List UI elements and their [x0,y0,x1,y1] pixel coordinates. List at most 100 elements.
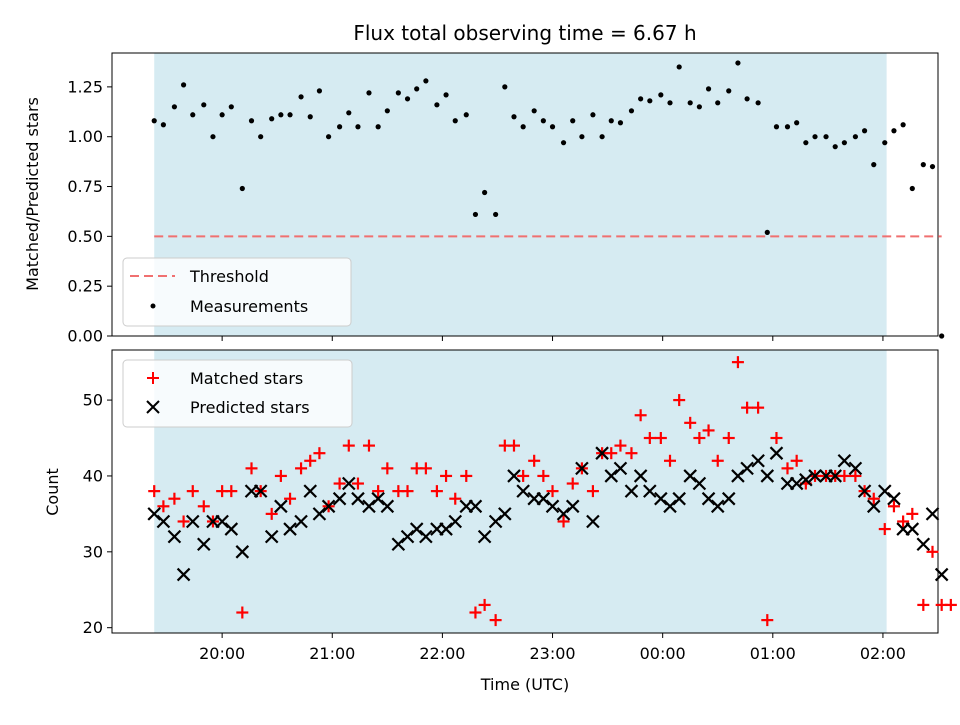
measurement-point [794,120,800,126]
measurement-point [696,104,702,110]
measurement-point [647,98,653,104]
y-tick-label: 30 [83,542,103,561]
measurement-point [861,128,868,134]
predicted-stars-point [185,514,200,529]
legend-predicted-swatch [146,400,160,414]
measurement-point [337,124,343,130]
measurement-point [366,90,372,96]
measurement-point [579,134,585,140]
matched-stars-point [684,416,697,429]
predicted-stars-point [848,461,863,476]
y-axis-label: Count [43,468,62,516]
predicted-stars-point [595,446,609,460]
predicted-stars-point [740,461,754,476]
predicted-stars-point [235,545,250,559]
matched-stars-point [186,485,199,498]
measurement-point [452,118,458,124]
measurement-point [667,100,673,106]
matched-stars-point [225,485,238,498]
measurement-point [248,118,255,124]
measurement-point [705,86,712,92]
measurement-point [628,108,635,114]
predicted-stars-point [934,567,949,582]
x-tick-label: 22:00 [419,644,465,663]
measurement-point [540,118,546,124]
matched-stars-point [752,401,765,414]
matched-stars-point [517,469,530,482]
legend-box [122,257,352,327]
legend-matched-label: Matched stars [190,369,303,388]
predicted-stars-point [312,507,327,521]
predicted-stars-point [624,484,639,498]
predicted-stars-point [196,537,211,552]
measurement-point [325,134,332,140]
measurement-point [171,104,178,110]
measurement-point [638,96,644,102]
matched-stars-point [351,477,364,490]
y-axis-label: Matched/Predicted stars [23,97,42,291]
measurement-point [715,100,721,106]
measurement-point [560,140,567,146]
measurement-point [773,124,780,130]
predicted-stars-point [516,484,530,498]
y-tick-label: 50 [83,391,103,410]
predicted-stars-point [264,529,279,544]
measurement-point [608,118,614,124]
legend-threshold-label: Threshold [189,267,269,286]
predicted-stars-point [613,461,628,476]
measurement-point [726,88,732,94]
predicted-stars-point [672,491,686,506]
measurement-point [316,88,323,94]
predicted-stars-point [586,514,600,529]
matched-stars-point [419,462,432,475]
legend-predicted-label: Predicted stars [190,398,310,417]
matched-stars-point [157,500,170,513]
matched-stars-point [643,432,656,445]
measurement-point [929,163,936,170]
measurement-point [219,112,225,118]
x-tick-label: 21:00 [309,644,355,663]
predicted-stars-point [799,472,813,487]
predicted-stars-point [633,469,648,483]
x-tick-label: 02:00 [860,644,906,663]
measurement-point [269,116,275,122]
matched-stars-point [460,469,473,482]
measurement-point [482,189,488,196]
measurement-point [278,112,284,118]
legend-matched-swatch [147,372,159,384]
y-tick-label: 0.25 [67,277,103,296]
measurement-point [882,140,888,146]
measurement-point [590,112,596,118]
matched-stars-point [440,469,453,482]
legend: Threshold Measurements [122,257,352,327]
measurement-point [744,96,750,102]
predicted-stars-point [167,529,182,544]
measurement-point [823,134,829,140]
measurement-point [909,185,915,192]
predicted-stars-point [760,469,775,483]
measurement-point [939,333,945,339]
measurement-point [570,118,576,124]
matched-stars-point [537,469,550,482]
matched-stars-point [722,432,735,445]
measurement-point [735,60,741,66]
measurement-point [434,102,440,108]
predicted-stars-point [565,499,580,514]
matched-stars-point [897,515,910,528]
matched-stars-point [634,409,647,422]
measurement-point [531,108,537,114]
matched-stars-point [614,439,627,452]
predicted-stars-point [721,491,736,506]
matched-stars-point [664,454,677,467]
measurement-point [852,134,859,140]
matched-stars-point [546,485,559,498]
plot-frame [111,349,939,634]
predicted-stars-point [731,469,745,483]
predicted-stars-point [294,514,308,529]
y-tick-label: 1.25 [67,77,103,96]
matched-stars-point [177,515,190,528]
predicted-stars-point [654,491,668,506]
matched-stars-point [236,606,249,619]
measurement-point [599,134,605,140]
